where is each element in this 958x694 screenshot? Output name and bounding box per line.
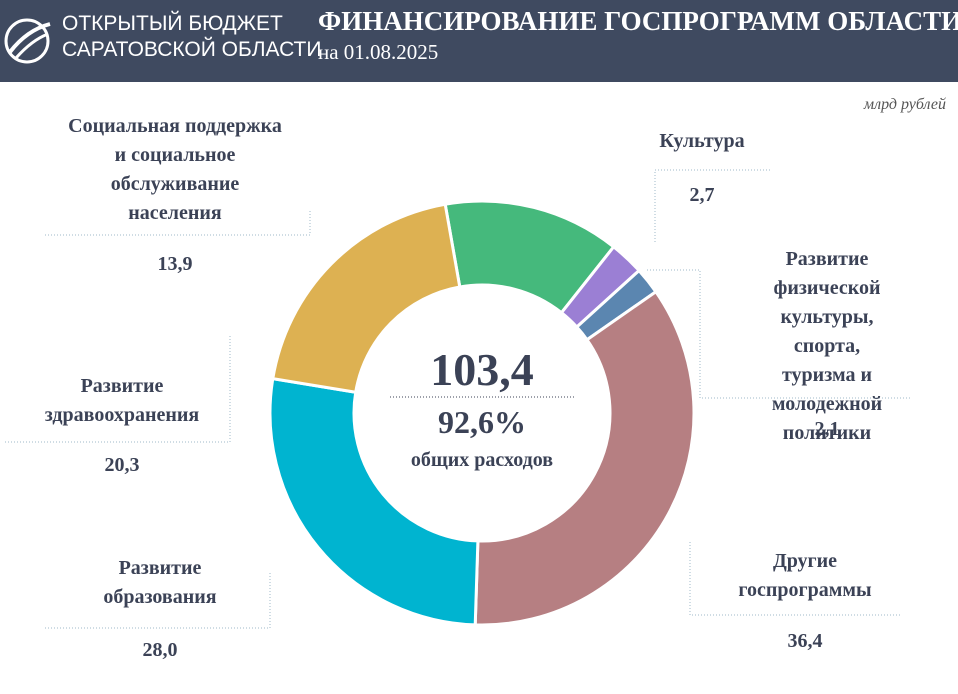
value-label: 2,7: [689, 184, 715, 206]
category-label: Социальная поддержка и социальное обслуж…: [68, 115, 282, 224]
slice: [268, 376, 480, 627]
brand: САРАТОВСКОЙ ОБЛАСТИ: [62, 38, 322, 61]
logo: [4, 18, 51, 64]
value-label: 36,4: [787, 630, 823, 652]
header: ОТКРЫТЫЙ БЮДЖЕТ САРАТОВСКОЙ ОБЛАСТИ ФИНА…: [0, 0, 958, 82]
leader-line: [45, 210, 311, 236]
leader-line: [45, 572, 271, 629]
leader-line: [689, 540, 900, 616]
share-caption: общих расходов: [411, 449, 553, 471]
share-label: 92,6%: [438, 404, 526, 440]
category-label: Культура: [659, 130, 745, 152]
value-label: 28,0: [142, 639, 178, 661]
brand: ОТКРЫТЫЙ БЮДЖЕТ: [62, 12, 283, 35]
leader-line: [645, 269, 910, 399]
unit-label: млрд рублей: [863, 96, 946, 113]
chart-subtitle: на 01.08.2025: [318, 40, 439, 64]
chart-title: ФИНАНСИРОВАНИЕ ГОСПРОГРАММ ОБЛАСТИ: [318, 6, 958, 36]
slice: [271, 202, 462, 394]
category-label: Развитие физической культуры, спорта, ту…: [771, 248, 883, 444]
total-label: 103,4: [430, 344, 534, 395]
leader-line: [5, 335, 231, 443]
category-label: Другие госпрограммы: [738, 550, 872, 601]
slice: [473, 289, 696, 627]
category-label: Развитие образования: [103, 557, 217, 608]
value-label: 20,3: [104, 454, 140, 476]
value-label: 2,1: [814, 418, 840, 440]
value-label: 13,9: [157, 253, 193, 275]
donut-hole: [355, 286, 609, 540]
category-label: Развитие здравоохранения: [44, 375, 200, 426]
leader-line: [654, 169, 770, 242]
